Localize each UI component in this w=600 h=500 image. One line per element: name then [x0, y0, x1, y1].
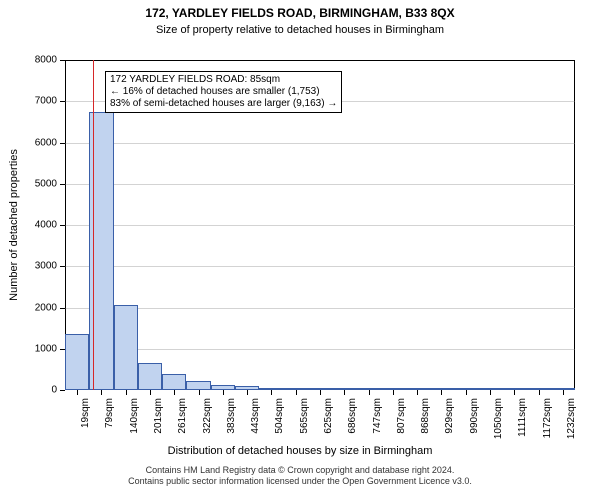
x-tick-label: 565sqm [299, 398, 310, 434]
x-tick-label: 929sqm [444, 398, 455, 434]
x-axis-title: Distribution of detached houses by size … [0, 445, 600, 457]
y-tick-label: 7000 [0, 96, 57, 107]
x-tick-label: 1111sqm [517, 398, 528, 437]
y-tick-label: 0 [0, 385, 57, 396]
x-tick-label: 383sqm [226, 398, 237, 434]
x-tick-label: 686sqm [347, 398, 358, 434]
x-tick-label: 625sqm [323, 398, 334, 434]
x-tick-label: 140sqm [129, 398, 140, 434]
bar [162, 374, 186, 390]
y-tick-label: 6000 [0, 137, 57, 148]
chart-container: { "title_line1": "172, YARDLEY FIELDS RO… [0, 0, 600, 500]
x-tick-label: 504sqm [274, 398, 285, 434]
x-tick-label: 19sqm [80, 398, 91, 428]
x-tick-label: 1172sqm [542, 398, 553, 438]
x-tick-label: 443sqm [250, 398, 261, 434]
x-tick-label: 79sqm [104, 398, 115, 428]
x-tick-label: 322sqm [202, 398, 213, 434]
footer-line1: Contains HM Land Registry data © Crown c… [0, 465, 600, 476]
y-tick-label: 8000 [0, 55, 57, 66]
bar [114, 305, 138, 390]
y-tick-label: 2000 [0, 302, 57, 313]
x-tick-label: 261sqm [177, 398, 188, 434]
x-tick-label: 1050sqm [493, 398, 504, 439]
x-tick-label: 990sqm [469, 398, 480, 434]
x-tick-label: 747sqm [372, 398, 383, 434]
annotation-line3: 83% of semi-detached houses are larger (… [110, 98, 337, 110]
annotation-line1: 172 YARDLEY FIELDS ROAD: 85sqm [110, 74, 337, 86]
x-tick-label: 807sqm [396, 398, 407, 434]
y-tick-label: 1000 [0, 343, 57, 354]
x-tick-label: 201sqm [153, 398, 164, 434]
x-tick-label: 1232sqm [566, 398, 577, 439]
footer: Contains HM Land Registry data © Crown c… [0, 465, 600, 487]
property-marker-line [93, 60, 94, 390]
y-tick-label: 3000 [0, 261, 57, 272]
bar [138, 363, 162, 390]
title-subtitle: Size of property relative to detached ho… [0, 24, 600, 36]
bar [65, 334, 89, 390]
footer-line2: Contains public sector information licen… [0, 476, 600, 487]
x-tick-label: 868sqm [420, 398, 431, 434]
y-tick-label: 4000 [0, 220, 57, 231]
title-address: 172, YARDLEY FIELDS ROAD, BIRMINGHAM, B3… [0, 6, 600, 20]
bar [186, 381, 210, 390]
annotation-box: 172 YARDLEY FIELDS ROAD: 85sqm ← 16% of … [105, 71, 342, 113]
y-tick-label: 5000 [0, 178, 57, 189]
annotation-line2: ← 16% of detached houses are smaller (1,… [110, 86, 337, 98]
